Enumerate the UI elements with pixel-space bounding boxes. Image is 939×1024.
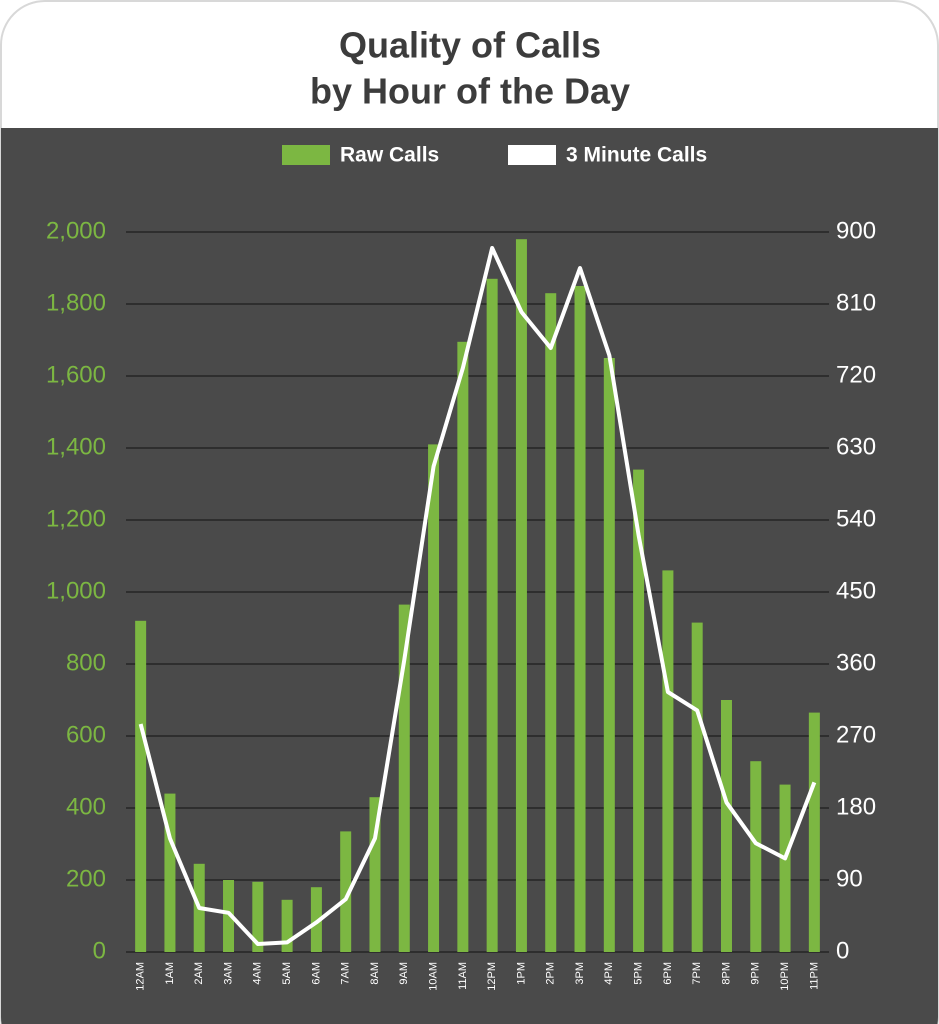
y-tick-label: 2,000 [46,217,106,244]
y2-tick-label: 810 [836,289,876,316]
x-tick-label: 6PM [662,962,674,985]
bar [779,784,791,952]
y2-tick-label: 0 [836,937,849,964]
y2-tick-label: 630 [836,433,876,460]
x-tick-label: 10PM [779,962,791,991]
bar [310,887,322,952]
bar [808,712,820,952]
y2-tick-label: 720 [836,361,876,388]
x-tick-label: 4PM [603,962,615,985]
x-tick-label: 2AM [193,962,205,985]
bar [603,358,615,952]
y2-tick-label: 540 [836,505,876,532]
bar [545,293,557,952]
y-tick-label: 600 [66,721,106,748]
x-tick-label: 5AM [281,962,293,985]
line [138,246,817,946]
x-tick-label: 8PM [720,962,732,985]
legend-label: 3 Minute Calls [566,144,707,167]
y2-tick-label: 180 [836,793,876,820]
x-tick-label: 7PM [691,962,703,985]
x-tick-label: 10AM [427,962,439,991]
x-tick-label: 4AM [252,962,264,985]
y2-tick-label: 270 [836,721,876,748]
y-tick-label: 800 [66,649,106,676]
x-tick-label: 9AM [398,962,410,985]
x-tick-label: 11AM [457,962,469,990]
bar [340,831,352,952]
y-tick-label: 0 [93,937,106,964]
x-tick-label: 6AM [310,962,322,985]
bar [223,880,235,952]
x-tick-label: 11PM [808,962,820,990]
bar [691,622,703,952]
bar [398,604,410,952]
y2-tick-label: 90 [836,865,863,892]
y-tick-label: 1,000 [46,577,106,604]
bar [574,286,586,952]
bar [720,700,732,952]
bar [252,881,264,952]
bar [633,469,645,952]
x-tick-label: 8AM [369,962,381,985]
bar [369,797,381,952]
bar [515,239,527,952]
x-tick-label: 3AM [222,962,234,985]
x-tick-label: 12PM [486,962,498,991]
bar [135,620,147,952]
x-tick-label: 5PM [633,962,645,985]
bar [750,761,762,952]
bar [662,570,674,952]
y-tick-label: 1,200 [46,505,106,532]
legend-swatch [282,145,330,165]
legend-swatch [508,145,556,165]
bar [486,278,498,952]
y2-tick-label: 360 [836,649,876,676]
y-tick-label: 200 [66,865,106,892]
x-tick-label: 12AM [135,962,147,991]
x-tick-label: 1PM [515,962,527,985]
bar [428,444,440,952]
chart-title: by Hour of the Day [310,71,630,112]
y-tick-label: 1,800 [46,289,106,316]
y-tick-label: 1,400 [46,433,106,460]
y-tick-label: 1,600 [46,361,106,388]
x-tick-label: 2PM [545,962,557,985]
y2-tick-label: 450 [836,577,876,604]
x-tick-label: 9PM [750,962,762,985]
bar [281,899,293,952]
y-tick-label: 400 [66,793,106,820]
bar [164,793,176,952]
y2-tick-label: 900 [836,217,876,244]
bar [457,341,469,952]
x-tick-label: 7AM [340,962,352,985]
x-tick-label: 3PM [574,962,586,985]
chart-title: Quality of Calls [339,25,601,66]
x-tick-label: 1AM [164,962,176,985]
legend-label: Raw Calls [340,144,439,167]
